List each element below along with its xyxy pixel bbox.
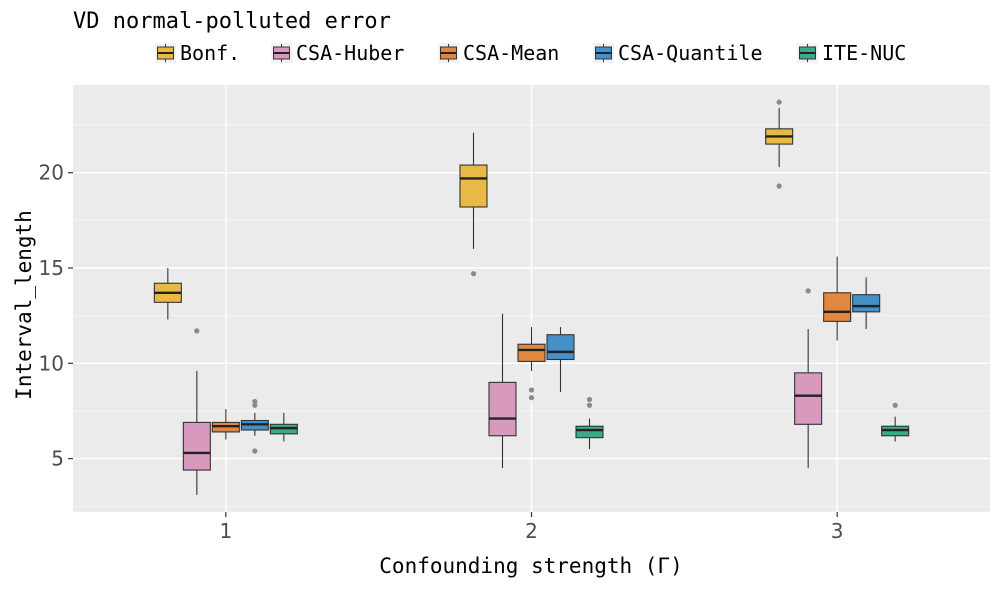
box-csa-huber-1 (182, 328, 211, 495)
box-bonf--2 (459, 132, 488, 277)
box-ite-nuc-1 (269, 412, 298, 442)
box-group (153, 99, 910, 495)
x-tick-label: 2 (525, 519, 538, 543)
box-body (852, 294, 881, 313)
legend-label: CSA-Quantile (618, 41, 763, 65)
box-csa-quantile-3 (852, 277, 881, 329)
outlier-point (194, 328, 200, 334)
x-tick-label: 1 (219, 519, 232, 543)
legend-label: CSA-Mean (463, 41, 559, 65)
legend-item-csa-mean: CSA-Mean (438, 41, 559, 65)
box-csa-mean-2 (517, 327, 546, 401)
box-body (517, 343, 546, 362)
outlier-point (528, 395, 535, 401)
outlier-point (528, 387, 535, 393)
box-body (459, 164, 488, 208)
grid-lines (73, 85, 990, 512)
box-body (546, 334, 575, 361)
legend-label: CSA-Huber (296, 41, 404, 65)
y-axis: 5 10 15 20 (39, 161, 73, 471)
box-body (488, 381, 517, 437)
y-tick-label: 10 (39, 351, 64, 375)
box-csa-huber-2 (488, 313, 517, 469)
box-bonf--3 (765, 99, 794, 189)
chart-title: VD normal-polluted error (73, 9, 391, 34)
box-body (182, 421, 211, 471)
box-csa-quantile-1 (240, 398, 269, 454)
outlier-point (586, 396, 593, 403)
legend: Bonf. CSA-Huber CSA-Mean CSA-Quantile ITE-NU… (155, 41, 906, 65)
box-csa-mean-1 (211, 409, 240, 440)
box-ite-nuc-3 (881, 402, 910, 442)
x-axis: 1 2 3 (219, 512, 844, 543)
box-csa-huber-3 (794, 288, 823, 469)
outlier-point (470, 271, 477, 277)
outlier-point (252, 402, 258, 408)
legend-item-csa-huber: CSA-Huber (271, 41, 404, 65)
y-tick-label: 5 (51, 447, 64, 471)
box-ite-nuc-2 (575, 396, 604, 450)
box-csa-quantile-2 (546, 327, 575, 392)
box-csa-mean-3 (823, 256, 852, 341)
outlier-point (252, 448, 258, 454)
outlier-point (586, 402, 593, 408)
outlier-point (892, 402, 898, 408)
legend-item-bonf-: Bonf. (155, 41, 240, 65)
y-tick-label: 20 (39, 161, 64, 185)
x-tick-label: 3 (831, 519, 844, 543)
legend-label: Bonf. (180, 41, 240, 65)
y-axis-title: Interval_length (12, 210, 36, 400)
box-body (794, 372, 823, 425)
outlier-point (776, 99, 782, 105)
outlier-point (805, 288, 811, 294)
legend-item-ite-nuc: ITE-NUC (797, 41, 906, 65)
x-axis-title: Confounding strength (Γ) (379, 554, 682, 578)
outlier-point (252, 398, 258, 405)
y-tick-label: 15 (39, 256, 64, 280)
box-body (575, 425, 604, 439)
box-bonf--1 (153, 268, 182, 320)
legend-item-csa-quantile: CSA-Quantile (593, 41, 763, 65)
outlier-point (776, 183, 782, 189)
box-body (823, 292, 852, 322)
legend-label: ITE-NUC (822, 41, 906, 65)
